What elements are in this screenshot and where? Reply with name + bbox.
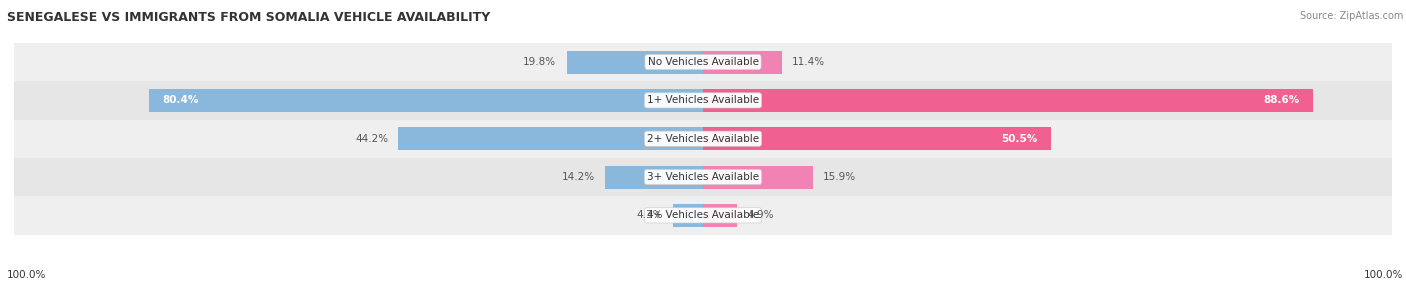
Text: 2+ Vehicles Available: 2+ Vehicles Available (647, 134, 759, 144)
Text: 88.6%: 88.6% (1264, 96, 1299, 105)
Bar (14, 43, 1392, 81)
Bar (703, 166, 813, 188)
Text: 3+ Vehicles Available: 3+ Vehicles Available (647, 172, 759, 182)
Text: Source: ZipAtlas.com: Source: ZipAtlas.com (1299, 11, 1403, 21)
Bar (673, 204, 703, 227)
Text: 100.0%: 100.0% (1364, 270, 1403, 280)
Text: 15.9%: 15.9% (823, 172, 856, 182)
Text: 50.5%: 50.5% (1001, 134, 1038, 144)
Text: SENEGALESE VS IMMIGRANTS FROM SOMALIA VEHICLE AVAILABILITY: SENEGALESE VS IMMIGRANTS FROM SOMALIA VE… (7, 11, 491, 24)
Text: 100.0%: 100.0% (7, 270, 46, 280)
Bar (398, 127, 703, 150)
Bar (14, 196, 1392, 235)
Text: 1+ Vehicles Available: 1+ Vehicles Available (647, 96, 759, 105)
Bar (703, 204, 737, 227)
Text: 80.4%: 80.4% (163, 96, 200, 105)
Bar (567, 51, 703, 74)
Bar (149, 89, 703, 112)
Text: No Vehicles Available: No Vehicles Available (648, 57, 758, 67)
Bar (14, 120, 1392, 158)
Text: 14.2%: 14.2% (562, 172, 595, 182)
Text: 19.8%: 19.8% (523, 57, 557, 67)
Bar (14, 158, 1392, 196)
Bar (703, 51, 782, 74)
Text: 4+ Vehicles Available: 4+ Vehicles Available (647, 210, 759, 220)
Text: 44.2%: 44.2% (356, 134, 388, 144)
Bar (703, 127, 1050, 150)
Text: 4.3%: 4.3% (637, 210, 664, 220)
Text: 4.9%: 4.9% (747, 210, 773, 220)
Bar (14, 81, 1392, 120)
Text: 11.4%: 11.4% (792, 57, 825, 67)
Bar (605, 166, 703, 188)
Bar (703, 89, 1313, 112)
